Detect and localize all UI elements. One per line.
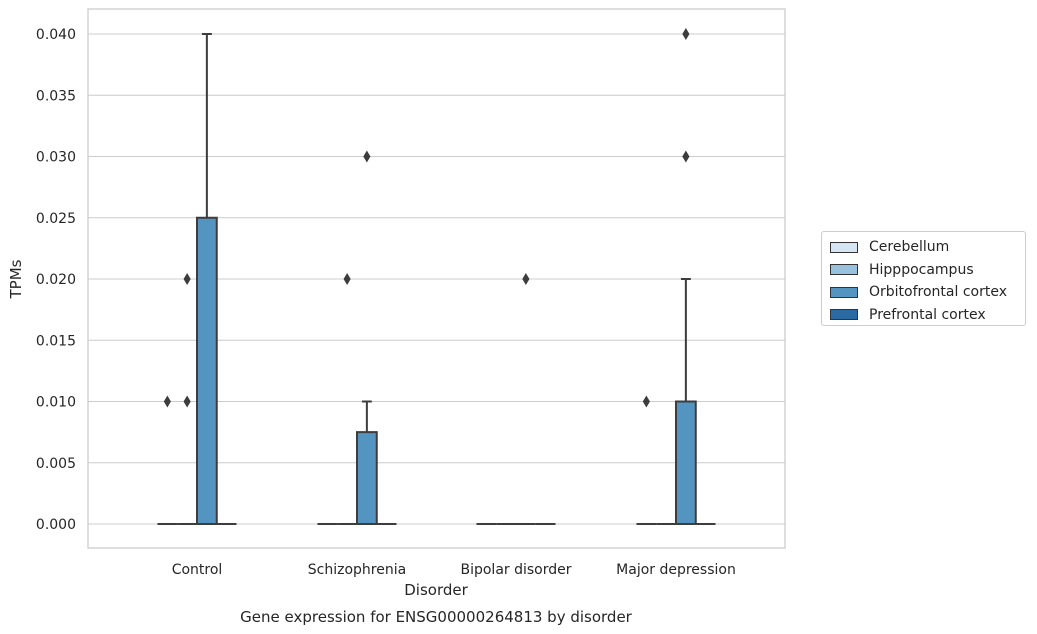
chart-title: Gene expression for ENSG00000264813 by d… [240,608,633,626]
outlier-point [682,28,690,40]
outlier-point [682,150,690,163]
outlier-point [363,150,371,163]
legend-label: Hipppocampus [869,261,974,278]
legend: Cerebellum Hipppocampus Orbitofrontal cort… [821,231,1026,326]
x-axis-label: Disorder [404,581,468,599]
y-tick-label: 0.035 [36,88,76,104]
box-marks [157,28,716,525]
y-tick-label: 0.025 [36,211,76,227]
y-tick-labels: 0.000 0.005 0.010 0.015 0.020 0.025 0.030 0.035… [36,27,76,533]
outlier-point [642,395,650,408]
x-tick-labels: Control Schizophrenia Bipolar disorder Majo… [172,562,736,578]
legend-swatch [830,309,858,321]
outlier-point [183,273,191,285]
y-tick-label: 0.040 [36,27,76,43]
y-tick-label: 0.000 [36,517,76,533]
legend-label: Cerebellum [869,239,950,256]
x-tick-label: Bipolar disorder [460,562,571,578]
y-tick-label: 0.020 [36,272,76,288]
box-orbitofrontal-cortex [675,400,697,525]
legend-swatch [830,241,858,253]
legend-label: Orbitofrontal cortex [869,284,1007,301]
legend-item: Prefrontal cortex [830,304,1025,327]
y-axis-label: TPMs [7,259,25,299]
x-tick-label: Major depression [616,562,736,578]
y-tick-label: 0.030 [36,150,76,166]
outlier-point [343,273,351,285]
outlier-point [183,395,191,408]
x-tick-label: Schizophrenia [308,562,406,578]
legend-item: Cerebellum [830,236,1025,259]
box-orbitofrontal-cortex [196,216,218,525]
legend-item: Orbitofrontal cortex [830,281,1025,304]
outlier-point [163,395,171,408]
legend-label: Prefrontal cortex [869,306,986,323]
y-tick-label: 0.015 [36,333,76,349]
box-orbitofrontal-cortex [356,431,378,525]
y-tick-label: 0.010 [36,395,76,411]
outlier-point [522,273,530,285]
legend-swatch [830,264,858,276]
x-tick-label: Control [172,562,223,578]
legend-item: Hipppocampus [830,259,1025,282]
y-tick-label: 0.005 [36,456,76,472]
legend-swatch [830,286,858,298]
plot-area-frame [87,8,786,549]
